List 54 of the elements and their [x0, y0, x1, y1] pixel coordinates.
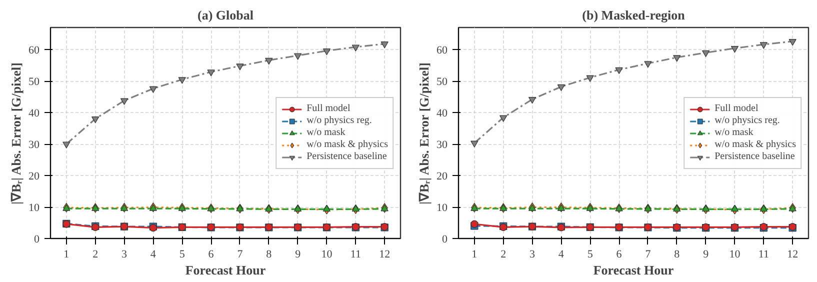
x-tick-label: 11 [350, 248, 361, 260]
y-tick-label: 60 [28, 44, 40, 57]
x-tick-label: 12 [787, 248, 798, 260]
x-tick-label: 3 [530, 248, 536, 260]
x-tick-label: 8 [266, 248, 272, 260]
x-tick-label: 8 [674, 248, 680, 260]
legend-label: Full model [306, 102, 350, 114]
x-tick-label: 9 [703, 248, 710, 260]
legend-label: w/o physics reg. [306, 114, 372, 126]
x-tick-label: 5 [179, 248, 186, 260]
y-tick-label: 40 [436, 108, 448, 120]
x-tick-label: 6 [208, 248, 214, 260]
legend-label: w/o mask & physics [306, 138, 388, 150]
y-tick-label: 30 [28, 139, 40, 152]
y-tick-label: 0 [34, 234, 40, 246]
legend-label: Persistence baseline [306, 150, 387, 162]
y-tick-label: 50 [28, 76, 40, 88]
y-tick-label: 50 [436, 76, 448, 88]
y-tick-label: 30 [436, 139, 448, 152]
legend-label: w/o mask [306, 126, 346, 138]
y-tick-label: 10 [28, 202, 40, 214]
y-tick-label: 40 [28, 108, 40, 120]
x-tick-label: 4 [558, 248, 564, 260]
chart-title: (b) Masked-region [582, 8, 686, 22]
chart-title: (a) Global [198, 8, 254, 22]
legend-label: w/o mask [714, 126, 754, 138]
y-tick-label: 0 [442, 234, 448, 246]
x-tick-label: 12 [379, 248, 390, 260]
x-tick-label: 3 [122, 248, 128, 260]
x-tick-label: 1 [472, 248, 478, 260]
x-tick-label: 9 [295, 248, 302, 260]
legend-label: w/o mask & physics [714, 138, 796, 150]
x-tick-label: 10 [729, 248, 741, 260]
x-tick-label: 6 [616, 248, 622, 260]
x-tick-label: 4 [150, 248, 156, 260]
y-axis-title: |∇Bᵣ| Abs. Error [G/pixel] [8, 62, 24, 204]
legend-label: w/o physics reg. [714, 114, 780, 126]
y-tick-label: 20 [436, 170, 448, 183]
x-tick-label: 10 [321, 248, 333, 260]
x-tick-label: 1 [64, 248, 70, 260]
x-axis-title: Forecast Hour [185, 262, 266, 278]
x-tick-label: 2 [92, 248, 98, 260]
y-axis-title: |∇Bᵣ| Abs. Error [G/pixel] [416, 62, 432, 204]
y-tick-label: 60 [436, 44, 448, 57]
x-tick-label: 7 [237, 248, 244, 260]
y-tick-label: 10 [436, 202, 448, 214]
y-tick-label: 20 [28, 170, 40, 183]
x-axis-title: Forecast Hour [593, 262, 674, 278]
x-tick-label: 7 [645, 248, 652, 260]
x-tick-label: 11 [758, 248, 769, 260]
legend-label: Full model [714, 102, 758, 114]
legend-label: Persistence baseline [714, 150, 795, 162]
x-tick-label: 5 [587, 248, 594, 260]
x-tick-label: 2 [500, 248, 506, 260]
